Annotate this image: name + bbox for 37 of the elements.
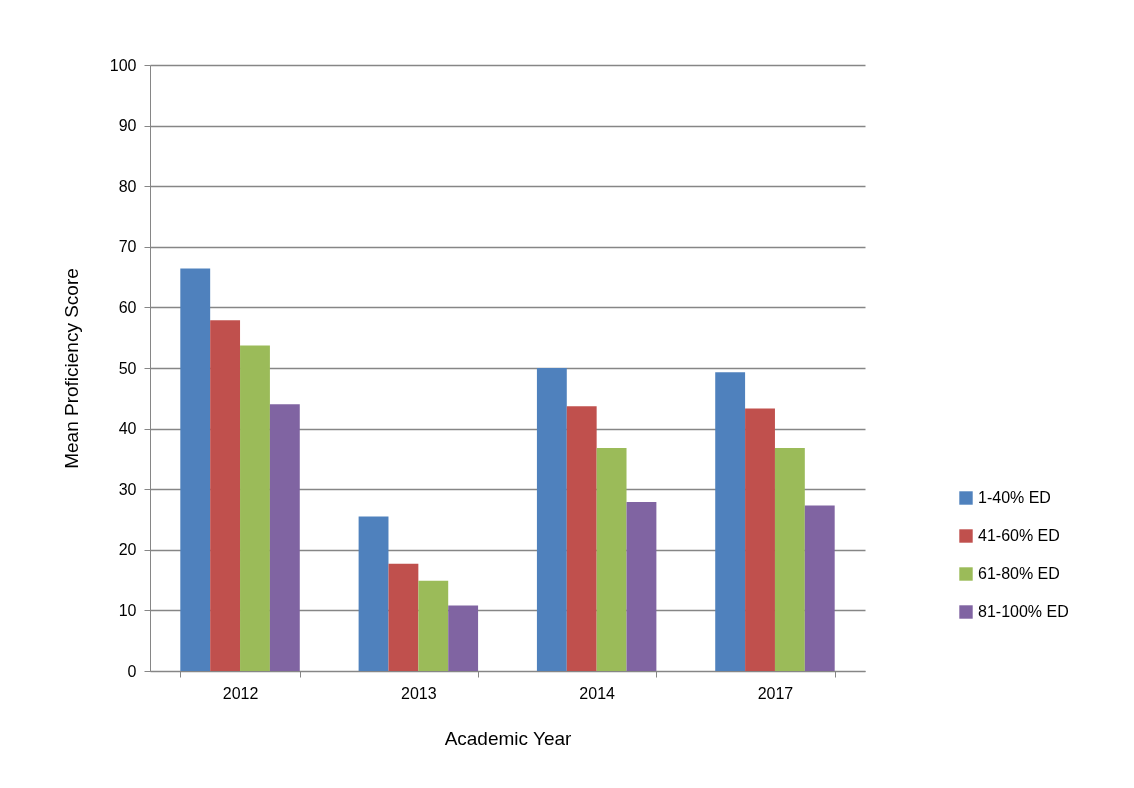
legend-label: 1-40% ED [978, 489, 1051, 506]
legend-label: 41-60% ED [978, 527, 1060, 544]
bar [180, 268, 211, 671]
x-tick-label: 2014 [579, 684, 616, 702]
y-tick-label: 50 [118, 359, 137, 377]
bar [774, 447, 805, 671]
bar [418, 580, 449, 671]
y-tick-label: 0 [127, 662, 137, 680]
x-axis-title: Academic Year [444, 727, 573, 749]
bar [626, 501, 657, 671]
y-tick-label: 20 [118, 541, 137, 559]
bar [745, 408, 775, 671]
bar [715, 372, 746, 671]
legend-label: 61-80% ED [978, 565, 1060, 582]
bar [358, 516, 389, 671]
y-tick-label: 80 [118, 177, 137, 195]
bar [269, 404, 300, 671]
y-tick-label: 10 [118, 601, 137, 619]
bar [448, 605, 479, 671]
x-tick-label: 2013 [401, 684, 437, 702]
y-tick-label: 60 [118, 298, 137, 316]
bar [804, 505, 835, 671]
bar [210, 320, 241, 671]
bar [536, 368, 567, 671]
bar [596, 447, 627, 671]
bar [566, 406, 597, 671]
x-tick-label: 2012 [222, 684, 259, 702]
bar [388, 563, 419, 671]
y-axis-title: Mean Proficiency Score [60, 268, 82, 469]
y-tick-label: 70 [118, 238, 137, 256]
legend-label: 81-100% ED [978, 603, 1069, 620]
x-tick-label: 2017 [757, 684, 794, 702]
y-tick-label: 100 [109, 56, 137, 74]
bar [240, 345, 270, 671]
y-tick-label: 30 [118, 480, 137, 498]
y-tick-label: 40 [118, 420, 137, 438]
y-tick-label: 90 [118, 117, 137, 135]
